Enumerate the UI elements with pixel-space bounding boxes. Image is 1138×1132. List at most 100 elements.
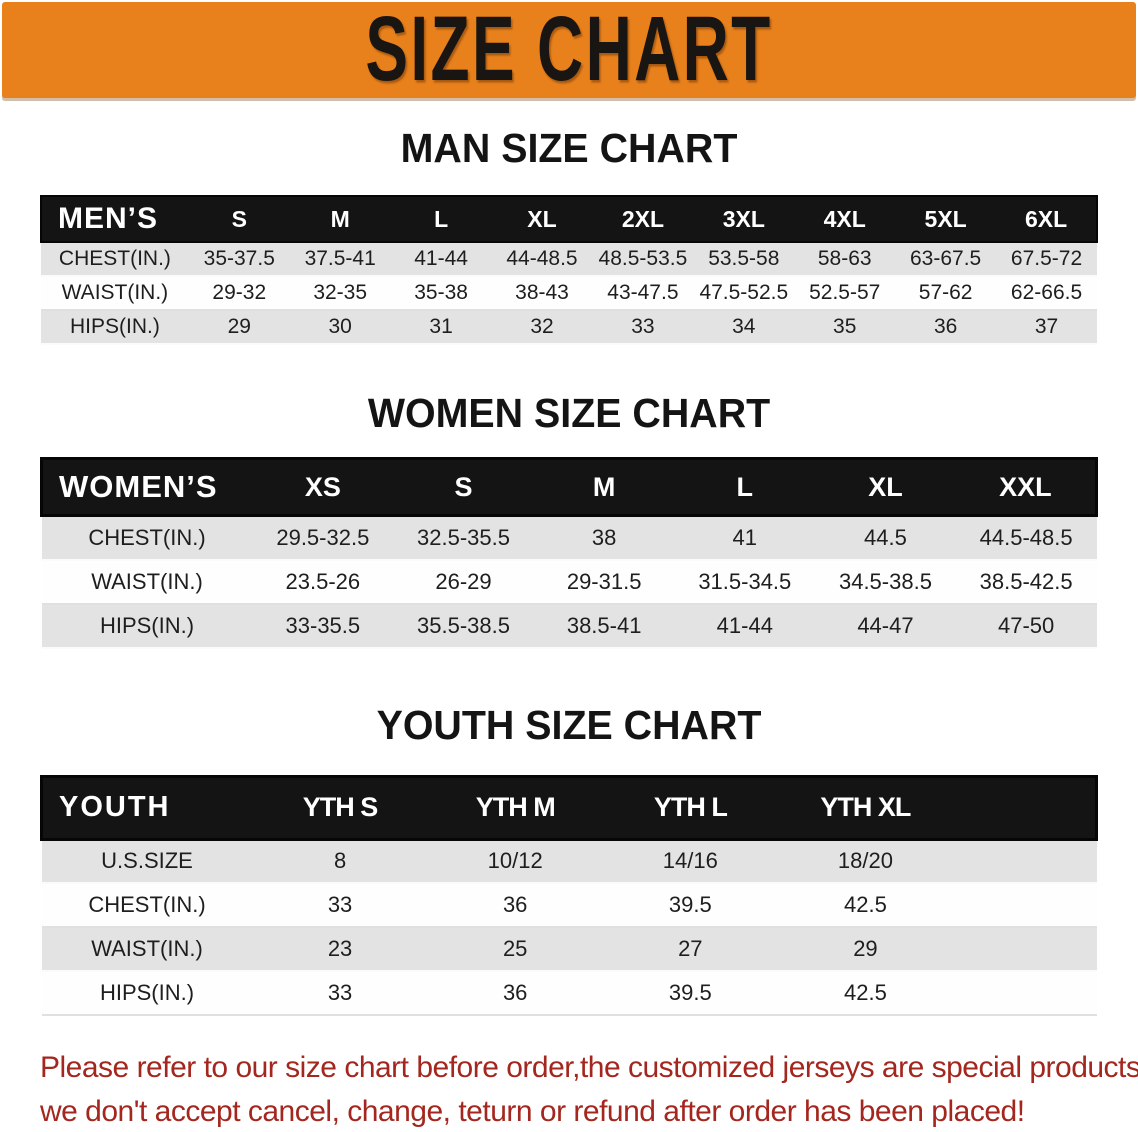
- youth-size-section: YOUTH SIZE CHART YOUTH YTH S YTH M YTH L YTH…: [0, 701, 1138, 1017]
- youth-section-title: YOUTH SIZE CHART: [376, 701, 762, 748]
- value-cell: 29-31.5: [566, 568, 642, 594]
- disclaimer-line-1: Please refer to our size chart before or…: [40, 1051, 1138, 1084]
- column-header-cell: XL: [527, 205, 557, 232]
- value-cell: 63-67.5: [910, 247, 982, 270]
- value-cell: 47-50: [998, 612, 1055, 638]
- column-header-cell: 6XL: [1024, 205, 1068, 232]
- value-cell: 33: [631, 315, 655, 338]
- header-row: YOUTH YTH S YTH M YTH L YTH XL: [41, 776, 1097, 839]
- column-header-cell: 4XL: [823, 205, 866, 232]
- row-label-cell: U.S.SIZE: [101, 848, 193, 874]
- value-cell: 23: [327, 936, 353, 961]
- column-header-cell: XXL: [999, 471, 1052, 502]
- value-cell: 53.5-58: [708, 247, 780, 270]
- row-label-cell: WAIST(IN.): [61, 281, 169, 304]
- value-cell: 10/12: [487, 848, 543, 874]
- value-cell: 38: [591, 524, 617, 550]
- women-size-table: WOMEN’S XS S M L XL XXL CHEST(IN.) 29.5-32.5 32.5…: [40, 457, 1098, 649]
- value-cell: 32.5-35.5: [417, 524, 510, 550]
- value-cell: 32-35: [313, 281, 368, 304]
- value-cell: 33-35.5: [285, 612, 361, 638]
- value-cell: 32: [530, 315, 554, 338]
- value-cell: 27: [678, 936, 703, 961]
- measurement-row: WAIST(IN.) 29-32 32-35 35-38 38-43 43-47.5 47.…: [41, 276, 1097, 310]
- value-cell: 38.5-41: [566, 612, 642, 638]
- value-cell: 29.5-32.5: [276, 524, 370, 550]
- value-cell: 23.5-26: [285, 568, 361, 594]
- value-cell: 44.5-48.5: [979, 524, 1073, 550]
- row-label-cell: CHEST(IN.): [88, 892, 206, 917]
- measurement-row: U.S.SIZE 8 10/12 14/16 18/20: [41, 839, 1097, 883]
- column-header-cell: 3XL: [722, 205, 765, 232]
- value-cell: 36: [502, 892, 528, 917]
- measurement-row: CHEST(IN.) 29.5-32.5 32.5-35.5 38 41 44.5 44.5…: [41, 515, 1097, 560]
- value-cell: 48.5-53.5: [598, 247, 688, 270]
- value-cell: 26-29: [435, 568, 492, 594]
- value-cell: 35-38: [414, 281, 468, 304]
- column-header-cell: L: [736, 471, 754, 502]
- measurement-row: HIPS(IN.) 29 30 31 32 33 34 35 36 37: [41, 310, 1097, 344]
- value-cell: 62-66.5: [1010, 281, 1083, 304]
- value-cell: 29: [853, 936, 878, 961]
- header-row: MEN’S S M L XL 2XL 3XL 4XL 5XL 6XL: [41, 196, 1097, 242]
- value-cell: 44.5: [864, 524, 907, 550]
- column-header-cell: S: [231, 205, 247, 232]
- men-size-section: MAN SIZE CHART MEN’S S M L XL 2XL 3XL 4XL 5XL 6XL…: [0, 124, 1138, 345]
- size-chart-banner: SIZE CHART: [2, 2, 1136, 98]
- column-header-cell: YTH M: [475, 792, 556, 822]
- order-disclaimer: Please refer to our size chart before or…: [40, 1046, 1138, 1132]
- value-cell: 14/16: [662, 848, 718, 874]
- value-cell: 41-44: [716, 612, 773, 638]
- value-cell: 57-62: [918, 281, 973, 304]
- value-cell: 52.5-57: [809, 281, 881, 304]
- value-cell: 42.5: [844, 892, 887, 917]
- measurement-row: CHEST(IN.) 33 36 39.5 42.5: [41, 883, 1097, 927]
- row-label-cell: WAIST(IN.): [91, 936, 203, 961]
- table-title-cell: WOMEN’S: [59, 469, 218, 504]
- value-cell: 36: [933, 315, 958, 338]
- column-header-cell: YTH S: [302, 792, 379, 822]
- column-header-cell: S: [454, 471, 473, 502]
- value-cell: 18/20: [837, 848, 893, 874]
- page-title: SIZE CHART: [365, 0, 773, 101]
- column-header-cell: YTH L: [653, 792, 728, 822]
- value-cell: 25: [502, 936, 528, 961]
- value-cell: 33: [327, 980, 353, 1005]
- value-cell: 67.5-72: [1010, 247, 1083, 270]
- men-size-table: MEN’S S M L XL 2XL 3XL 4XL 5XL 6XL CHEST(IN.) 35-37…: [40, 195, 1098, 345]
- value-cell: 8: [333, 848, 347, 874]
- value-cell: 36: [502, 980, 528, 1005]
- column-header-cell: M: [330, 205, 350, 232]
- table-title-cell: YOUTH: [59, 791, 171, 823]
- value-cell: 34: [732, 315, 756, 338]
- column-header-cell: 2XL: [621, 205, 664, 232]
- measurement-row: CHEST(IN.) 35-37.5 37.5-41 41-44 44-48.5 48.5…: [41, 242, 1097, 276]
- spacer-cell: [953, 839, 1097, 883]
- women-section-title: WOMEN SIZE CHART: [367, 390, 771, 436]
- measurement-row: HIPS(IN.) 33 36 39.5 42.5: [41, 971, 1097, 1015]
- column-header-cell: YTH XL: [820, 792, 911, 822]
- value-cell: 47.5-52.5: [699, 281, 789, 304]
- value-cell: 33: [327, 892, 353, 917]
- spacer-cell: [953, 971, 1097, 1015]
- value-cell: 41-44: [414, 247, 468, 270]
- value-cell: 43-47.5: [607, 281, 679, 304]
- value-cell: 37: [1034, 315, 1059, 338]
- value-cell: 44-47: [857, 612, 914, 638]
- column-header-cell: M: [592, 471, 616, 502]
- row-label-cell: CHEST(IN.): [88, 524, 206, 550]
- row-label-cell: CHEST(IN.): [58, 247, 171, 270]
- value-cell: 29: [227, 315, 251, 338]
- row-label-cell: HIPS(IN.): [69, 315, 160, 338]
- value-cell: 31.5-34.5: [698, 568, 792, 594]
- value-cell: 38-43: [515, 281, 569, 304]
- value-cell: 39.5: [668, 892, 712, 917]
- value-cell: 34.5-38.5: [838, 568, 932, 594]
- women-size-section: WOMEN SIZE CHART WOMEN’S XS S M L XL XXL CHEST(…: [0, 389, 1138, 649]
- youth-size-table: YOUTH YTH S YTH M YTH L YTH XL U.S.SIZE 8 10/12…: [40, 775, 1098, 1017]
- value-cell: 44-48.5: [506, 247, 578, 270]
- value-cell: 42.5: [844, 980, 887, 1005]
- disclaimer-line-2: we don't accept cancel, change, teturn o…: [40, 1095, 1025, 1128]
- row-label-cell: WAIST(IN.): [91, 568, 203, 594]
- row-label-cell: HIPS(IN.): [99, 980, 195, 1005]
